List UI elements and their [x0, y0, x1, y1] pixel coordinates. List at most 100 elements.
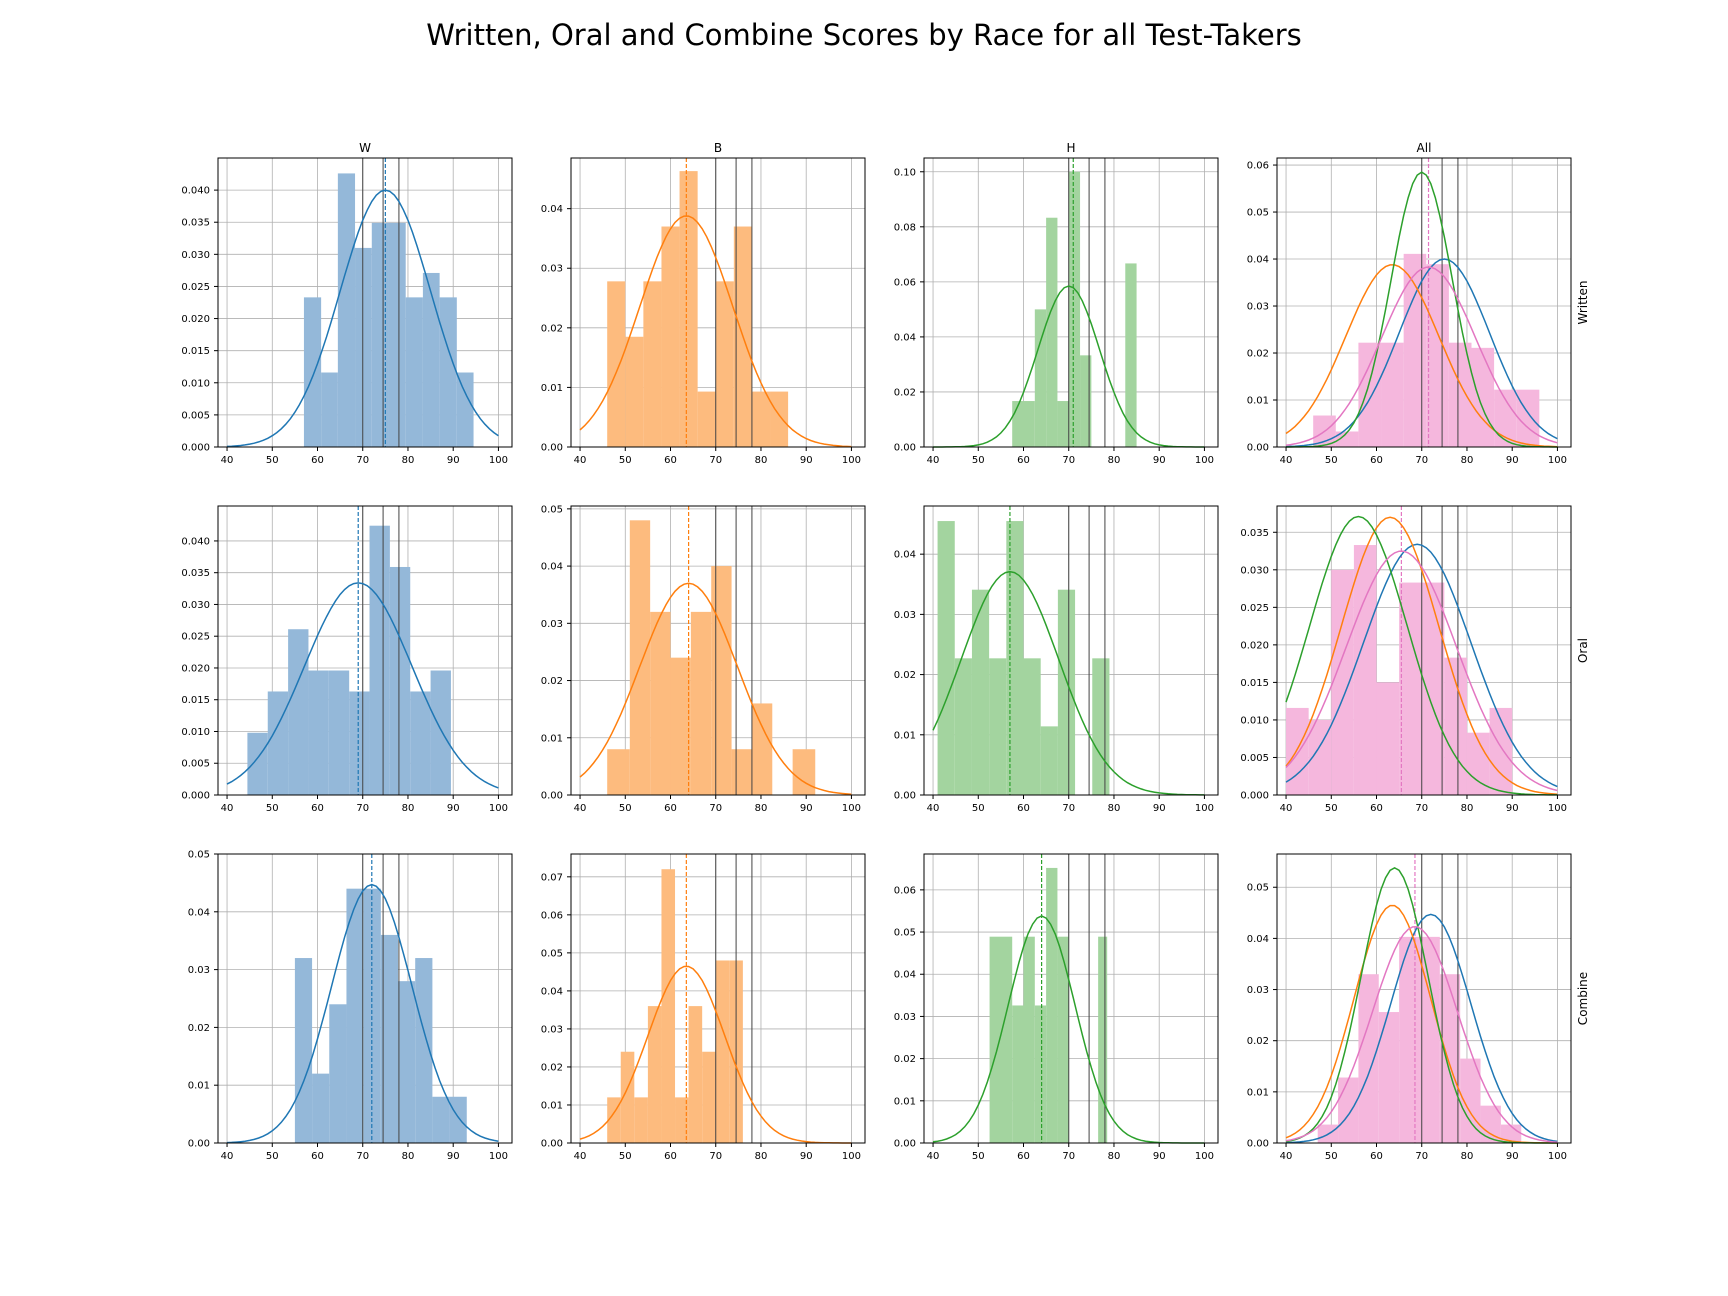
axes-frame — [217, 505, 513, 796]
histogram-bar — [989, 658, 1007, 795]
histogram-bar — [1068, 171, 1081, 447]
y-tick-label: 0.02 — [188, 1023, 210, 1034]
histogram-bar — [1023, 936, 1035, 1143]
x-tick-label: 70 — [356, 1151, 369, 1162]
histogram-bar — [679, 171, 698, 447]
histogram-bar — [380, 934, 399, 1143]
histogram-bar — [1358, 974, 1379, 1143]
y-tick-label: 0.02 — [894, 387, 916, 398]
fit-curve-all — [1285, 926, 1558, 1143]
x-tick-label: 80 — [755, 1151, 768, 1162]
histogram-bar — [1403, 253, 1427, 447]
histogram-bar — [1034, 309, 1047, 447]
histogram-bar — [1448, 342, 1472, 447]
y-tick-label: 0.00 — [894, 1139, 916, 1150]
x-tick-label: 60 — [1370, 803, 1383, 814]
x-tick-label: 60 — [664, 803, 677, 814]
panel-oral-b: 40 50 60 70 80 90 100 0.00 0.01 0.02 0.03 0.04 0.05 — [541, 504, 866, 814]
histogram-bar — [625, 336, 644, 447]
x-tick-label: 50 — [619, 803, 632, 814]
y-tick-label: 0.020 — [181, 314, 210, 325]
x-tick-label: 70 — [709, 803, 722, 814]
histogram-bar — [1308, 719, 1332, 795]
fit-curve-h — [932, 570, 1205, 796]
histogram-bar — [1057, 936, 1069, 1143]
histogram-bar — [430, 670, 451, 795]
histogram-bar — [1376, 682, 1400, 795]
y-tick-label: 0.00 — [541, 443, 563, 454]
x-tick-label: 70 — [1062, 1151, 1075, 1162]
y-tick-label: 0.03 — [1247, 302, 1269, 313]
y-tick-label: 0.03 — [541, 619, 563, 630]
y-tick-label: 0.06 — [541, 910, 563, 921]
y-tick-label: 0.015 — [181, 695, 210, 706]
x-tick-label: 60 — [1370, 455, 1383, 466]
histogram-bar — [1419, 936, 1440, 1143]
y-tick-label: 0.030 — [1240, 565, 1269, 576]
x-tick-label: 80 — [1108, 455, 1121, 466]
axes-frame — [923, 505, 1219, 796]
histogram-bar — [1466, 732, 1490, 795]
y-tick-label: 0.040 — [181, 186, 210, 197]
histogram-bar — [1023, 658, 1041, 795]
y-tick-label: 0.02 — [894, 670, 916, 681]
histogram-bar — [432, 1096, 450, 1143]
fit-curve-b — [579, 215, 852, 448]
histogram-bar — [1125, 263, 1137, 447]
y-tick-label: 0.010 — [181, 378, 210, 389]
panel-combine-h: 40 50 60 70 80 90 100 0.00 0.01 0.02 0.03 0.04 0.05 0… — [894, 853, 1219, 1162]
histogram-bar — [715, 960, 730, 1143]
x-tick-label: 100 — [489, 1151, 508, 1162]
histogram-bar — [751, 391, 771, 447]
y-tick-label: 0.02 — [894, 1054, 916, 1065]
fit-curve-w — [226, 189, 499, 448]
histogram-bar — [629, 520, 651, 795]
axes-frame — [1276, 853, 1572, 1144]
y-tick-label: 0.01 — [541, 733, 563, 744]
y-tick-label: 0.02 — [541, 1062, 563, 1073]
histogram-bar — [697, 391, 716, 447]
x-tick-label: 100 — [1548, 1151, 1567, 1162]
histogram-bar — [1516, 389, 1540, 447]
panel-combine-all: 40 50 60 70 80 90 100 0.00 0.01 0.02 0.03 0.04 0.05 C… — [1247, 853, 1590, 1162]
x-tick-label: 90 — [1506, 803, 1519, 814]
x-tick-label: 50 — [972, 1151, 985, 1162]
y-tick-label: 0.020 — [1240, 640, 1269, 651]
y-tick-label: 0.000 — [1240, 791, 1269, 802]
x-tick-label: 40 — [1280, 455, 1293, 466]
y-tick-label: 0.01 — [541, 1100, 563, 1111]
axes-frame — [570, 853, 866, 1144]
histogram-bar — [1098, 936, 1108, 1143]
x-tick-label: 40 — [221, 455, 234, 466]
x-tick-label: 90 — [800, 1151, 813, 1162]
histogram-bar — [1046, 217, 1058, 447]
histogram-bar — [1040, 726, 1058, 795]
histogram-bar — [1338, 1077, 1359, 1143]
x-tick-label: 50 — [619, 1151, 632, 1162]
x-tick-label: 70 — [709, 1151, 722, 1162]
y-tick-label: 0.035 — [181, 218, 210, 229]
x-tick-label: 70 — [356, 455, 369, 466]
histogram-bar — [410, 691, 431, 795]
x-tick-label: 80 — [1461, 455, 1474, 466]
x-tick-label: 40 — [574, 455, 587, 466]
panel-written-h: 40 50 60 70 80 90 100 0.00 0.02 0.04 0.06 0.08 0.10 H — [894, 141, 1219, 466]
y-tick-label: 0.04 — [541, 562, 563, 573]
y-tick-label: 0.04 — [1247, 934, 1269, 945]
y-tick-label: 0.005 — [181, 410, 210, 421]
histogram-bar — [643, 281, 662, 447]
y-tick-label: 0.04 — [894, 550, 916, 561]
histogram-bar — [422, 272, 440, 447]
x-tick-label: 90 — [800, 803, 813, 814]
y-tick-label: 0.02 — [541, 676, 563, 687]
x-tick-label: 40 — [927, 455, 940, 466]
histogram-bar — [1080, 355, 1092, 447]
histogram-bar — [329, 1004, 347, 1143]
histogram-bar — [1439, 974, 1461, 1143]
y-tick-label: 0.05 — [1247, 208, 1269, 219]
fit-curve-all — [1285, 266, 1558, 446]
fit-curve-b — [1285, 904, 1558, 1144]
x-tick-label: 60 — [311, 1151, 324, 1162]
y-tick-label: 0.025 — [181, 282, 210, 293]
y-tick-label: 0.05 — [894, 928, 916, 939]
